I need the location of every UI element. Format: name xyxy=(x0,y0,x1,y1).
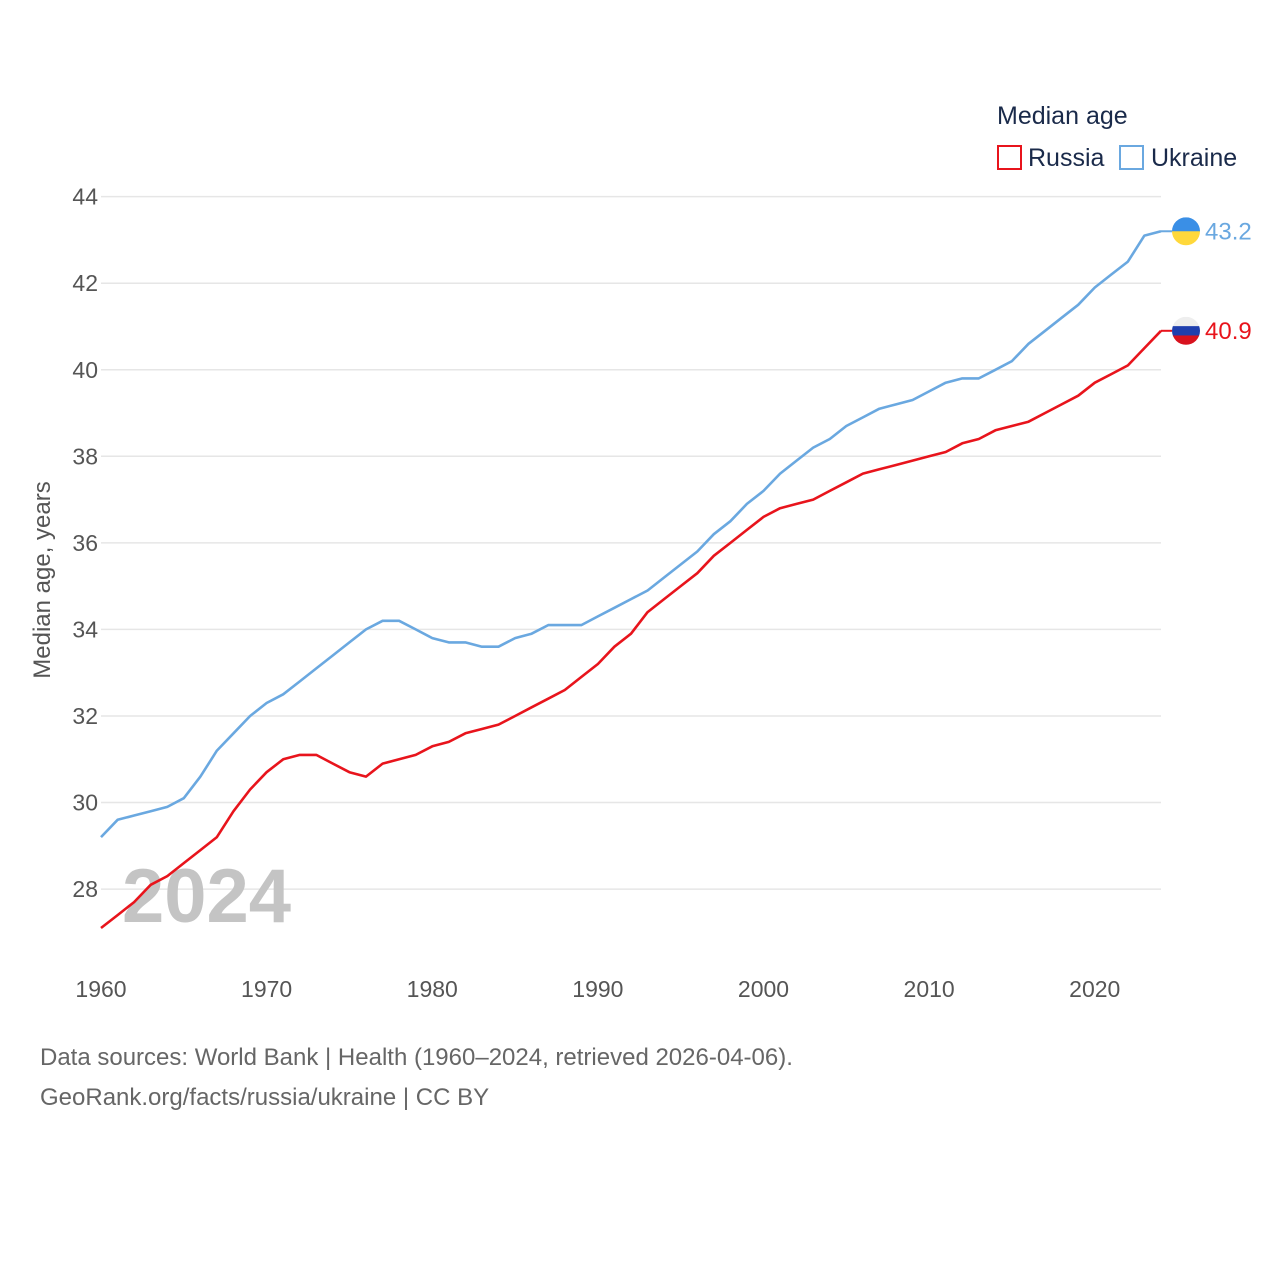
legend-swatch-russia xyxy=(997,145,1022,170)
footer-credit[interactable]: GeoRank.org/facts/russia/ukraine | CC BY xyxy=(40,1084,490,1111)
end-label-russia: 40.9 xyxy=(1205,318,1252,345)
ukraine-flag-icon xyxy=(1172,217,1200,246)
x-tick-label: 1990 xyxy=(572,976,623,1002)
x-tick-labels: 1960 1970 1980 1990 2000 2010 2020 xyxy=(75,976,1120,1002)
gridlines xyxy=(101,195,1161,890)
series-lines xyxy=(100,230,1162,930)
x-tick-label: 1970 xyxy=(241,976,292,1002)
x-tick-label: 2000 xyxy=(738,976,789,1002)
legend-label-russia: Russia xyxy=(1028,144,1105,172)
x-tick-label: 1980 xyxy=(407,976,458,1002)
line-chart: 28 30 32 34 36 38 40 42 44 1960 1970 1980 1990 2000 2… xyxy=(29,102,1252,1002)
legend-item-russia[interactable]: Russia xyxy=(997,144,1105,172)
legend-item-ukraine[interactable]: Ukraine xyxy=(1119,144,1237,172)
y-tick-label: 30 xyxy=(72,790,98,816)
y-tick-label: 42 xyxy=(72,270,98,296)
x-tick-label: 2010 xyxy=(904,976,955,1002)
footer-sources: Data sources: World Bank | Health (1960–… xyxy=(40,1044,793,1071)
series-line-russia xyxy=(100,329,1162,930)
y-axis-title: Median age, years xyxy=(29,481,56,678)
year-watermark: 2024 xyxy=(122,854,291,939)
legend-swatch-ukraine xyxy=(1119,145,1144,170)
russia-flag-icon xyxy=(1172,316,1200,345)
end-label-ukraine: 43.2 xyxy=(1205,218,1252,245)
legend-title: Median age xyxy=(997,102,1128,130)
y-tick-label: 34 xyxy=(72,616,98,642)
legend: Median age Russia Ukraine xyxy=(997,102,1237,172)
y-tick-label: 38 xyxy=(72,443,98,469)
x-tick-label: 2020 xyxy=(1069,976,1120,1002)
y-tick-label: 36 xyxy=(72,530,98,556)
y-tick-label: 44 xyxy=(72,184,98,210)
y-tick-labels: 28 30 32 34 36 38 40 42 44 xyxy=(72,184,98,902)
y-tick-label: 28 xyxy=(72,876,98,902)
end-markers: 40.9 43.2 xyxy=(1161,217,1252,345)
x-tick-label: 1960 xyxy=(75,976,126,1002)
series-line-ukraine xyxy=(100,230,1162,839)
y-tick-label: 32 xyxy=(72,703,98,729)
y-tick-label: 40 xyxy=(72,357,98,383)
legend-label-ukraine: Ukraine xyxy=(1151,144,1237,172)
